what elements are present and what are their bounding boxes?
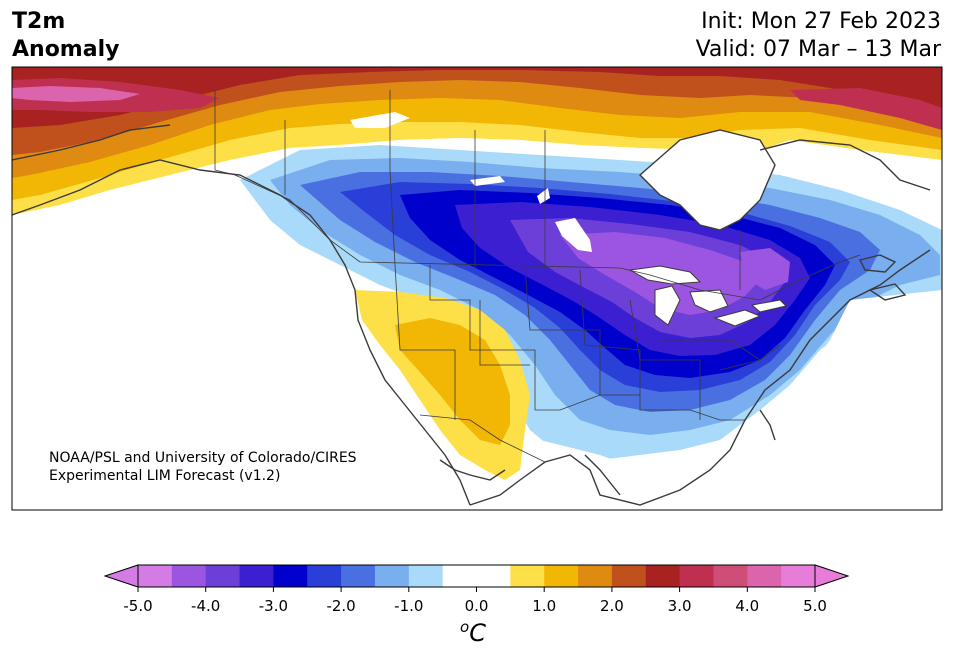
colorbar-tick-label: -5.0 [123, 597, 152, 615]
map-title-line1: T2m [12, 9, 66, 34]
colorbar-segment [442, 565, 511, 587]
hudson-bay [640, 130, 775, 230]
colorbar-under-arrow [103, 564, 139, 588]
pacific-ocean [12, 230, 470, 510]
warm-band-5 [12, 67, 942, 128]
map-frame [11, 66, 943, 511]
warm-band-greenland [790, 88, 942, 130]
colorbar-tick-label: 3.0 [668, 597, 692, 615]
coastlines [12, 124, 931, 506]
gulf-of-mexico [540, 440, 660, 510]
colorbar-segment [341, 565, 376, 587]
colorbar-tick-label: 2.0 [600, 597, 624, 615]
colorbar-segment [510, 565, 545, 587]
colorbar-tick-label: 5.0 [803, 597, 827, 615]
warm-band-4 [12, 67, 942, 155]
lake-winnipeg [555, 218, 592, 252]
unit-letter: C [469, 619, 486, 647]
colorbar-over-arrow [814, 564, 850, 588]
map-title-line2: Anomaly [12, 37, 120, 62]
credit-text: NOAA/PSL and University of Colorado/CIRE… [49, 449, 357, 485]
atlantic-ocean [720, 290, 942, 510]
colorbar-segment [138, 565, 173, 587]
colorbar-tick-label: 1.0 [532, 597, 556, 615]
colorbar-segment [747, 565, 782, 587]
arctic-gap [350, 112, 410, 128]
colorbar-tick-label: -2.0 [326, 597, 355, 615]
colorbar-segment [781, 565, 816, 587]
colorbar-segment [544, 565, 579, 587]
forecast-dates: Init: Mon 27 Feb 2023 Valid: 07 Mar – 13… [696, 8, 941, 64]
boundaries [214, 90, 861, 463]
lake-gap-1 [470, 176, 505, 186]
colorbar-tick-label: -1.0 [394, 597, 423, 615]
credit-line2: Experimental LIM Forecast (v1.2) [49, 468, 281, 484]
colorbar-segment [611, 565, 647, 587]
colorbar-segment [171, 565, 207, 587]
init-date: Init: Mon 27 Feb 2023 [701, 9, 941, 34]
colorbar-segment [307, 565, 342, 587]
colorbar-segment [645, 565, 681, 587]
colorbar-segment [408, 565, 444, 587]
colorbar-tick-label: -3.0 [259, 597, 288, 615]
anomaly-map [11, 66, 943, 511]
colorbar-segment [205, 565, 241, 587]
map-title: T2m Anomaly [12, 8, 119, 64]
neutral-band [12, 138, 790, 315]
colorbar-tick-label: 4.0 [735, 597, 759, 615]
warm-band-7 [12, 86, 140, 102]
colorbar-unit: oC [460, 618, 486, 647]
colorbar-segment [679, 565, 714, 587]
unit-degree: o [460, 618, 470, 636]
credit-line1: NOAA/PSL and University of Colorado/CIRE… [49, 450, 357, 466]
colorbar-tick-label: -4.0 [191, 597, 220, 615]
colorbar-segment [239, 565, 274, 587]
colorbar-segments [103, 564, 850, 588]
colorbar-segment [374, 565, 410, 587]
valid-range: Valid: 07 Mar – 13 Mar [695, 37, 941, 62]
lake-gap-2 [537, 188, 550, 204]
colorbar-segment [578, 565, 613, 587]
colorbar-tick-label: 0.0 [465, 597, 489, 615]
colorbar-segment [713, 565, 748, 587]
colorbar-ticks: -5.0 -4.0 -3.0 -2.0 -1.0 0.0 1.0 2.0 3.0 4.0 5.0 [123, 587, 827, 615]
anomaly-fields [12, 67, 942, 510]
cold-band-8b [740, 248, 790, 290]
colorbar-segment [273, 565, 308, 587]
